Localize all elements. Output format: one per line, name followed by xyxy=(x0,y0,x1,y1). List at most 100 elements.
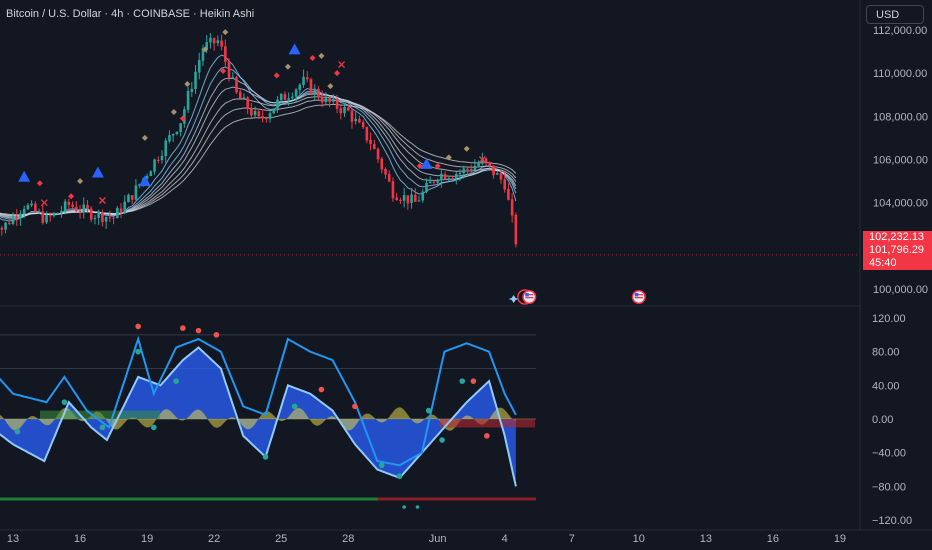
signal-dot xyxy=(402,505,406,509)
buy-triangle-marker xyxy=(91,166,104,178)
red-diamond-marker xyxy=(36,180,43,187)
candle-body xyxy=(466,168,469,170)
candle-body xyxy=(294,89,298,97)
candle-body xyxy=(7,222,11,225)
price-tick-label: 106,000.00 xyxy=(873,155,928,167)
red-diamond-marker xyxy=(434,162,441,169)
green-cloud xyxy=(40,410,160,419)
price-tag-countdown: 45:40 xyxy=(863,257,932,270)
candle-body xyxy=(335,98,339,109)
candle-body xyxy=(421,191,425,201)
candle-body xyxy=(488,162,492,166)
candle-body xyxy=(101,212,104,223)
price-tick-label: 110,000.00 xyxy=(873,68,927,80)
candle-body xyxy=(387,174,391,182)
cross-marker xyxy=(478,156,486,163)
ma-ribbon-line xyxy=(0,77,517,219)
candle-body xyxy=(495,173,499,175)
candle-body xyxy=(246,97,249,110)
time-tick-label: 19 xyxy=(834,533,846,545)
candle-body xyxy=(175,131,179,135)
candle-body xyxy=(317,88,320,98)
candle-body xyxy=(224,46,227,62)
candle-body xyxy=(119,208,123,213)
time-tick-label: 28 xyxy=(342,533,354,545)
candle-body xyxy=(22,208,26,214)
candle-body xyxy=(287,98,290,100)
time-tick-label: 16 xyxy=(74,533,86,545)
osc-tick-label: 120.00 xyxy=(872,313,906,325)
candle-body xyxy=(361,122,365,128)
sell-diamond-marker xyxy=(202,46,209,53)
time-tick-label: 19 xyxy=(141,533,153,545)
price-tick-label: 104,000.00 xyxy=(873,198,928,210)
red-diamond-marker xyxy=(309,55,316,62)
candle-body xyxy=(250,108,253,116)
red-cloud xyxy=(440,419,535,428)
osc-dot-green xyxy=(459,378,466,384)
candle-body xyxy=(160,155,164,161)
candle-body xyxy=(205,42,208,49)
candle-body xyxy=(0,227,4,230)
osc-dot-green xyxy=(291,403,298,410)
candle-body xyxy=(197,60,201,73)
osc-dot-green xyxy=(99,424,106,431)
candle-body xyxy=(425,182,428,193)
candle-body xyxy=(376,148,380,160)
osc-dot-green xyxy=(135,348,141,355)
candle-body xyxy=(298,84,302,90)
candle-body xyxy=(373,143,376,150)
time-tick-label: 4 xyxy=(502,533,508,545)
candle-body xyxy=(156,159,160,161)
osc-dot-red xyxy=(180,325,186,331)
candle-body xyxy=(89,208,93,220)
candle-body xyxy=(302,76,305,86)
candle-body xyxy=(34,203,37,212)
time-tick-label: 7 xyxy=(569,533,575,545)
candle-body xyxy=(231,77,235,79)
osc-tick-label: 40.00 xyxy=(872,380,900,392)
candle-body xyxy=(11,215,15,225)
candle-body xyxy=(291,96,294,99)
cross-marker xyxy=(98,197,106,204)
ma-ribbon-line xyxy=(0,86,517,218)
candle-body xyxy=(238,91,242,99)
signal-dot xyxy=(415,505,420,509)
osc-dot-red xyxy=(484,433,490,439)
candle-body xyxy=(261,116,264,119)
time-tick-label: 25 xyxy=(275,533,287,545)
candle-body xyxy=(108,217,112,219)
candle-body xyxy=(462,168,466,174)
sell-diamond-marker xyxy=(184,80,191,87)
candle-body xyxy=(514,214,518,245)
us-flag-icon xyxy=(631,290,646,304)
candle-body xyxy=(15,216,19,219)
osc-signal-line xyxy=(0,346,517,487)
osc-dot-red xyxy=(195,327,202,334)
candle-body xyxy=(227,60,231,79)
osc-tick-label: 0.00 xyxy=(872,414,893,426)
candle-body xyxy=(276,99,279,109)
osc-dot-green xyxy=(378,462,385,469)
osc-dot-green xyxy=(396,473,403,480)
candle-body xyxy=(48,215,52,217)
candle-body xyxy=(432,181,436,183)
osc-dot-green xyxy=(14,428,21,435)
candle-body xyxy=(428,181,432,184)
candle-body xyxy=(447,178,451,180)
candle-body xyxy=(71,204,74,207)
currency-button[interactable]: USD xyxy=(866,5,924,24)
sell-diamond-marker xyxy=(284,63,291,70)
time-tick-label: 13 xyxy=(700,533,712,545)
sparkle-icon xyxy=(508,295,519,303)
candle-body xyxy=(380,158,384,170)
candle-body xyxy=(384,168,387,175)
candle-body xyxy=(358,118,361,123)
candle-body xyxy=(481,158,484,164)
symbol-header: Bitcoin / U.S. Dollar · 4h · COINBASE · … xyxy=(6,8,255,20)
price-tag-last: 102,232.13 xyxy=(863,231,932,244)
candle-body xyxy=(41,211,45,223)
candle-body xyxy=(339,108,343,114)
candle-body xyxy=(78,210,82,213)
